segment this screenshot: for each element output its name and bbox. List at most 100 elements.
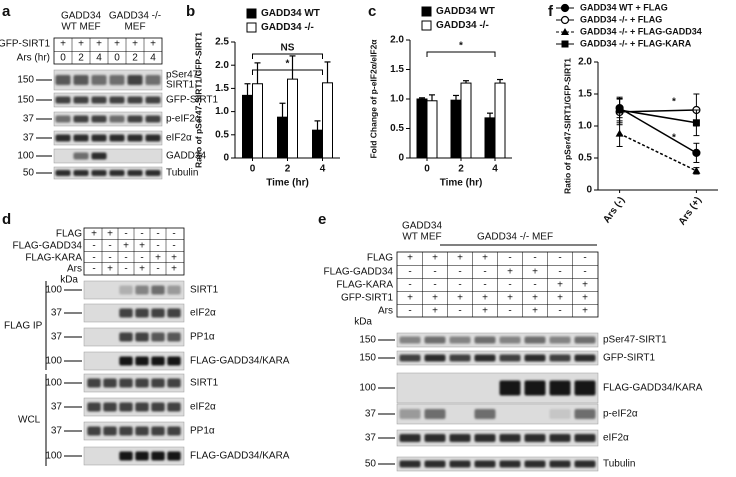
blot-band bbox=[151, 378, 165, 388]
blot-strip bbox=[396, 456, 599, 472]
panel-label: c bbox=[368, 3, 376, 20]
condition-cell: - bbox=[433, 280, 436, 291]
y-tick-label: 1.5 bbox=[578, 89, 592, 100]
y-tick-label: 1.0 bbox=[578, 121, 592, 132]
blot-band bbox=[499, 354, 521, 362]
size-marker: 37 bbox=[51, 426, 63, 437]
condition-cell: - bbox=[408, 280, 411, 291]
blot-band bbox=[524, 380, 546, 396]
blot-band bbox=[151, 402, 165, 412]
condition-cell: - bbox=[408, 306, 411, 317]
blot-band bbox=[73, 75, 89, 85]
blot-band bbox=[103, 378, 117, 388]
blot-band bbox=[145, 134, 161, 142]
y-axis-label: Ratio of pSer47-SIRT1/GFP-SIRT1 bbox=[193, 32, 203, 168]
series-line bbox=[619, 133, 697, 172]
blot-band bbox=[127, 115, 143, 123]
group-label: WT MEF bbox=[61, 22, 100, 33]
condition-cell: + bbox=[557, 293, 563, 304]
blot-strip bbox=[396, 403, 599, 425]
condition-cell: + bbox=[507, 267, 513, 278]
blot-band bbox=[91, 96, 107, 104]
condition-cell: + bbox=[407, 293, 413, 304]
blot-name: p-eIF2α bbox=[603, 409, 638, 420]
series-line bbox=[619, 109, 697, 124]
condition-cell: + bbox=[60, 39, 66, 50]
blot-band bbox=[145, 96, 161, 104]
blot-name: pSer47-SIRT1 bbox=[603, 335, 667, 346]
blot-band bbox=[87, 426, 101, 436]
size-marker: 37 bbox=[23, 114, 35, 125]
legend-label: GADD34 -/- + FLAG-GADD34 bbox=[580, 26, 702, 36]
condition-cell: - bbox=[533, 253, 536, 264]
blot-band bbox=[119, 285, 133, 295]
blot-band bbox=[499, 434, 521, 442]
blot-band bbox=[119, 402, 133, 412]
blot-band bbox=[151, 285, 165, 295]
blot-band bbox=[151, 332, 165, 342]
point bbox=[561, 28, 569, 35]
condition-cell: + bbox=[107, 229, 113, 240]
condition-name: FLAG-GADD34 bbox=[324, 267, 394, 278]
blot-band bbox=[73, 152, 89, 160]
legend-swatch bbox=[246, 8, 257, 19]
condition-cell: + bbox=[582, 280, 588, 291]
blot-name: eIF2α bbox=[190, 308, 216, 319]
blot-band bbox=[135, 308, 149, 318]
size-marker: 37 bbox=[51, 308, 63, 319]
blot-name: Tubulin bbox=[603, 459, 635, 470]
bar bbox=[426, 100, 438, 159]
condition-name: Ars bbox=[67, 264, 82, 275]
blot-name: SIRT1 bbox=[190, 285, 219, 296]
condition-cell: + bbox=[139, 264, 145, 275]
condition-cell: 0 bbox=[60, 53, 66, 64]
x-tick-label: 4 bbox=[492, 164, 498, 175]
y-tick-label: 0.5 bbox=[390, 123, 404, 134]
blot-name: PP1α bbox=[190, 332, 215, 343]
size-marker: 37 bbox=[51, 332, 63, 343]
blot-band bbox=[167, 285, 181, 295]
blot-band bbox=[91, 115, 107, 123]
significance-bracket bbox=[426, 51, 496, 57]
blot-band bbox=[87, 402, 101, 412]
x-tick-label: 0 bbox=[424, 164, 430, 175]
condition-cell: + bbox=[432, 253, 438, 264]
size-marker: 37 bbox=[23, 133, 35, 144]
blot-band bbox=[574, 434, 596, 442]
blot-band bbox=[91, 75, 107, 85]
blot-name: Tubulin bbox=[166, 168, 198, 179]
blot-band bbox=[119, 378, 133, 388]
blot-band bbox=[127, 75, 143, 85]
blot-band bbox=[109, 170, 125, 176]
blot-band bbox=[399, 434, 421, 442]
blot-band bbox=[449, 354, 471, 362]
condition-cell: 4 bbox=[150, 53, 156, 64]
condition-name: Ars (hr) bbox=[17, 53, 50, 64]
blot-band bbox=[424, 409, 446, 419]
condition-cell: + bbox=[96, 39, 102, 50]
blot-name: SIRT1 bbox=[190, 378, 219, 389]
blot-band bbox=[399, 460, 421, 468]
condition-cell: - bbox=[92, 241, 95, 252]
size-marker: 100 bbox=[17, 151, 34, 162]
condition-cell: - bbox=[508, 253, 511, 264]
blot-band bbox=[151, 451, 165, 461]
blot-band bbox=[55, 134, 71, 142]
blot-band bbox=[135, 332, 149, 342]
y-tick-label: 2.5 bbox=[215, 37, 229, 48]
blot-band bbox=[91, 152, 107, 160]
blot-name: FLAG-GADD34/KARA bbox=[190, 356, 290, 367]
size-marker: 37 bbox=[365, 409, 377, 420]
condition-cell: + bbox=[91, 229, 97, 240]
blot-band bbox=[55, 115, 71, 123]
y-axis-label: Ratio of pSer47-SIRT1/GFP-SIRT1 bbox=[562, 58, 572, 194]
blot-band bbox=[549, 354, 571, 362]
y-tick-label: 1.5 bbox=[215, 83, 229, 94]
blot-band bbox=[399, 409, 421, 419]
blot-band bbox=[167, 402, 181, 412]
condition-cell: 4 bbox=[96, 53, 102, 64]
blot-name: FLAG-GADD34/KARA bbox=[603, 383, 703, 394]
blot-band bbox=[549, 336, 571, 344]
blot-name: FLAG-GADD34/KARA bbox=[190, 451, 290, 462]
condition-cell: + bbox=[155, 253, 161, 264]
